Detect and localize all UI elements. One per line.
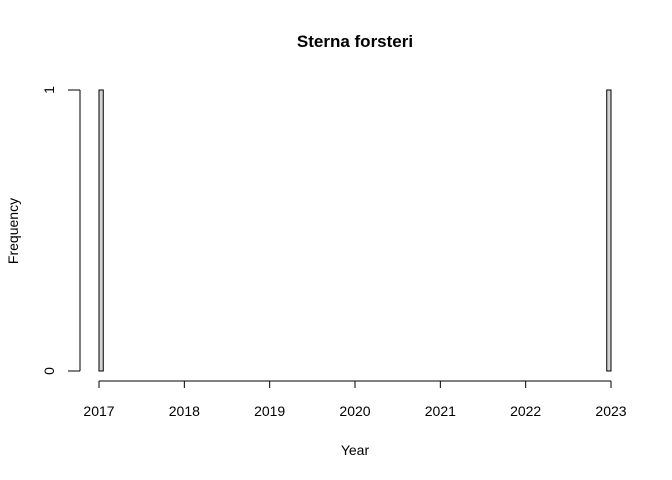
x-tick-label: 2017 bbox=[83, 403, 114, 419]
x-axis-label: Year bbox=[341, 442, 370, 458]
x-tick-label: 2020 bbox=[339, 403, 370, 419]
x-tick-label: 2018 bbox=[169, 403, 200, 419]
x-tick-label: 2021 bbox=[425, 403, 456, 419]
chart-title: Sterna forsteri bbox=[297, 32, 413, 51]
y-axis-label: Frequency bbox=[5, 198, 21, 264]
x-axis-ticks: 2017 2018 2019 2020 2021 2022 2023 bbox=[83, 381, 627, 419]
x-tick-label: 2022 bbox=[510, 403, 541, 419]
y-axis-ticks: 01 bbox=[41, 86, 80, 375]
plot-bars bbox=[98, 89, 612, 372]
x-tick-label: 2019 bbox=[254, 403, 285, 419]
histogram-bar bbox=[606, 89, 612, 372]
x-tick-label: 2023 bbox=[595, 403, 626, 419]
histogram-bar bbox=[98, 89, 104, 372]
y-tick-label: 1 bbox=[41, 86, 57, 94]
y-tick-label: 0 bbox=[41, 367, 57, 375]
